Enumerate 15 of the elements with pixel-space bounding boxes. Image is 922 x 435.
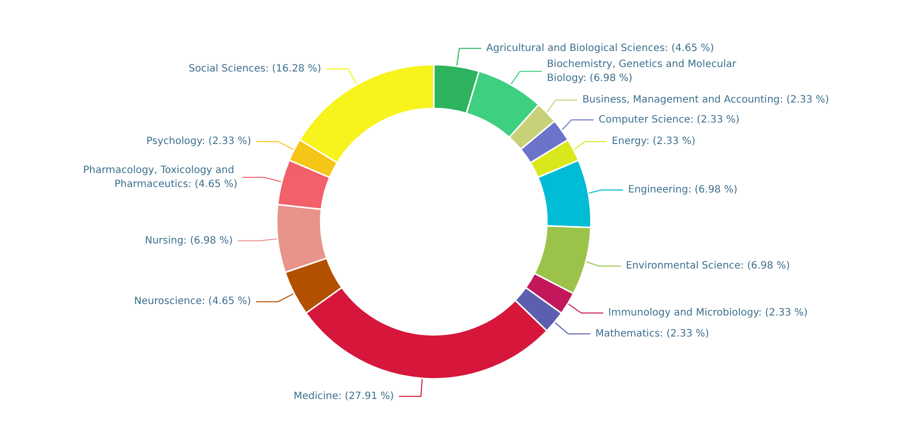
slice-label: Agricultural and Biological Sciences: (4.65 %): [486, 42, 714, 54]
slice-label: Energy: (2.33 %): [612, 136, 696, 148]
slice-label: Medicine: (27.91 %): [294, 390, 394, 402]
slice-label: Nursing: (6.98 %): [144, 235, 233, 246]
slice-label: Psychology: (2.33 %): [146, 136, 252, 148]
slice-label: Pharmacology, Toxicology and Pharmaceutics: (4.65 %): [83, 164, 238, 190]
slice-label: Social Sciences: (16.28 %): [188, 63, 322, 74]
slice-label: Mathematics: (2.33 %): [595, 328, 710, 340]
slice-label: Engineering: (6.98 %): [628, 184, 738, 196]
slice-label: Computer Science: (2.33 %): [598, 114, 740, 126]
slice-label: Neuroscience: (4.65 %): [134, 296, 252, 308]
slice-label: Business, Management and Accounting: (2.33 %): [582, 94, 830, 106]
slice-label: Immunology and Microbiology: (2.33 %): [608, 308, 808, 319]
slice-label: Environmental Science: (6.98 %): [626, 260, 790, 272]
slice-label: Biochemistry, Genetics and Molecular Biology: (6.98 %): [546, 58, 740, 84]
